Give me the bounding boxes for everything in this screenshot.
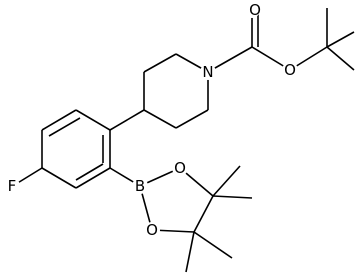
atom-label: F: [8, 177, 17, 195]
label-bg: [200, 64, 216, 80]
atom-labels: O O N F B O O: [4, 1, 298, 239]
atom-label: O: [284, 61, 296, 79]
label-bg: [244, 2, 260, 18]
label-bg: [172, 160, 188, 176]
atom-label: B: [135, 177, 145, 195]
atom-label: O: [174, 159, 186, 177]
label-bg: [132, 178, 148, 194]
atom-label: O: [249, 1, 261, 19]
bonds: [15, 8, 355, 273]
label-bg: [144, 222, 160, 238]
atom-label: N: [202, 63, 213, 81]
atom-label: O: [146, 221, 158, 239]
label-bg: [282, 62, 298, 78]
label-bg: [4, 178, 20, 194]
